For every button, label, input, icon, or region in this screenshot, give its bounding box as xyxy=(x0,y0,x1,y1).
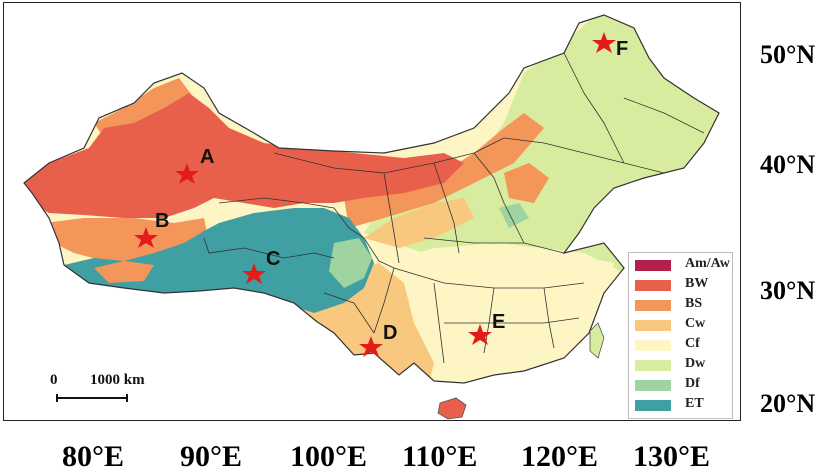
svg-text:A: A xyxy=(200,146,214,168)
zone-et xyxy=(64,208,374,313)
zone-bs-east xyxy=(504,163,549,203)
zone-bs-north xyxy=(344,113,544,228)
legend-label: Cw xyxy=(685,316,706,331)
legend-item-bw: BW xyxy=(635,276,731,295)
hainan-island xyxy=(437,397,467,420)
legend-item-cw: Cw xyxy=(635,316,731,335)
map-frame: A B C D E F 0 1000 km Am/Aw xyxy=(3,2,741,421)
zone-bw xyxy=(24,93,464,218)
site-marker-c: C xyxy=(242,248,280,284)
legend-item-am-aw: Am/Aw xyxy=(635,256,731,275)
zone-df-east xyxy=(499,203,529,228)
longitude-label-120e: 120°E xyxy=(521,440,599,473)
legend-swatch xyxy=(635,320,671,331)
svg-text:E: E xyxy=(492,311,505,333)
legend-label: Cf xyxy=(685,336,700,351)
legend-swatch xyxy=(635,380,671,391)
longitude-label-110e: 110°E xyxy=(402,440,478,473)
site-marker-d: D xyxy=(359,322,397,357)
scale-bar xyxy=(56,394,128,402)
legend-swatch xyxy=(635,300,671,311)
legend-swatch xyxy=(635,400,671,411)
svg-text:F: F xyxy=(616,38,628,60)
climate-legend: Am/Aw BW BS Cw Cf Dw Df ET xyxy=(628,252,733,419)
latitude-label-30n: 30°N xyxy=(760,276,816,305)
legend-label: Dw xyxy=(685,356,706,371)
latitude-label-50n: 50°N xyxy=(760,40,816,69)
zone-cw-north xyxy=(364,198,474,248)
legend-label: BW xyxy=(685,276,709,291)
legend-item-df: Df xyxy=(635,376,731,395)
latitude-label-20n: 20°N xyxy=(760,389,816,418)
legend-swatch xyxy=(635,340,671,351)
longitude-label-90e: 90°E xyxy=(180,440,243,473)
longitude-label-80e: 80°E xyxy=(62,440,125,473)
legend-item-et: ET xyxy=(635,396,731,415)
legend-item-cf: Cf xyxy=(635,336,731,355)
zone-bs-northwest xyxy=(94,78,194,138)
longitude-label-130e: 130°E xyxy=(633,440,711,473)
svg-text:D: D xyxy=(383,322,397,344)
zone-cf xyxy=(384,243,614,383)
province-boundaries xyxy=(203,52,705,364)
site-marker-a: A xyxy=(175,146,214,184)
legend-swatch xyxy=(635,360,671,371)
svg-text:B: B xyxy=(155,210,169,232)
scale-bar-label: 1000 km xyxy=(90,372,145,388)
china-border xyxy=(23,14,720,384)
legend-item-dw: Dw xyxy=(635,356,731,375)
legend-swatch xyxy=(635,280,671,291)
zone-bs-plateau xyxy=(94,261,154,283)
legend-label: Am/Aw xyxy=(685,256,730,271)
site-marker-e: E xyxy=(468,311,505,345)
legend-label: BS xyxy=(685,296,703,311)
legend-swatch xyxy=(635,260,671,271)
site-marker-f: F xyxy=(592,32,628,60)
legend-item-bs: BS xyxy=(635,296,731,315)
zone-df xyxy=(329,238,372,288)
legend-label: ET xyxy=(685,396,704,411)
svg-text:C: C xyxy=(266,248,280,270)
legend-label: Df xyxy=(685,376,700,391)
latitude-label-40n: 40°N xyxy=(760,150,816,179)
scale-bar-zero: 0 xyxy=(50,372,58,388)
site-marker-b: B xyxy=(134,210,169,248)
climate-map: A B C D E F xyxy=(23,14,720,420)
taiwan-island xyxy=(589,322,605,359)
longitude-label-100e: 100°E xyxy=(290,440,368,473)
